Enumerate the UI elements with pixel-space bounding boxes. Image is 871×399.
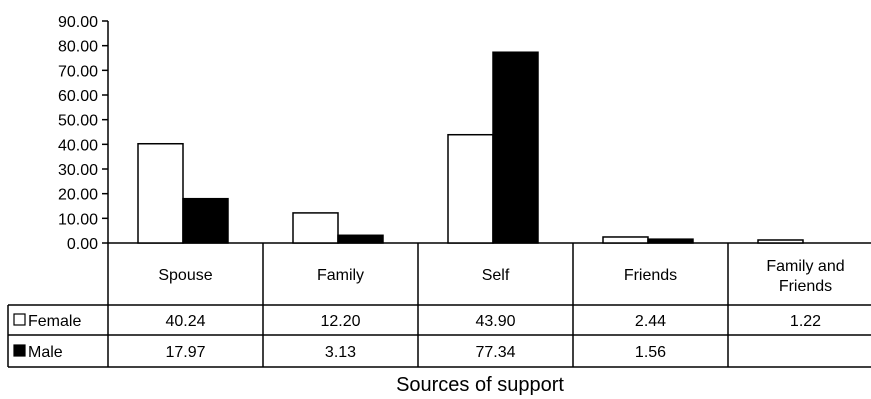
- table-cell-value: 12.20: [320, 313, 360, 330]
- bar-female-self: [447, 133, 494, 244]
- y-tick-label: 80.00: [58, 39, 98, 56]
- bar-female-family-and-friends: [757, 239, 804, 244]
- bar-female-family: [292, 212, 339, 244]
- y-tick-label: 90.00: [58, 14, 98, 31]
- category-label: Friends: [624, 267, 677, 284]
- x-axis-title: Sources of support: [396, 374, 564, 396]
- table-cell-value: 40.24: [165, 313, 205, 330]
- y-tick-label: 0.00: [67, 236, 98, 253]
- y-tick-label: 50.00: [58, 113, 98, 130]
- y-tick-label: 60.00: [58, 88, 98, 105]
- table-cell-value: 77.34: [475, 344, 515, 361]
- bar-male-spouse: [182, 197, 229, 244]
- legend-swatch-male: [13, 344, 26, 357]
- bar-female-spouse: [137, 142, 184, 244]
- category-label: Family and Friends: [766, 258, 844, 295]
- category-label: Family: [317, 267, 364, 284]
- y-tick-label: 20.00: [58, 187, 98, 204]
- bar-male-friends: [647, 238, 694, 244]
- legend-swatch-female: [13, 313, 26, 326]
- bar-male-self: [492, 51, 539, 244]
- table-cell-value: 43.90: [475, 313, 515, 330]
- y-tick-label: 30.00: [58, 162, 98, 179]
- bar-female-friends: [602, 236, 649, 244]
- table-cell-value: 1.22: [790, 313, 821, 330]
- table-cell-value: 2.44: [635, 313, 666, 330]
- category-label: Spouse: [158, 267, 212, 284]
- table-cell-value: 3.13: [325, 344, 356, 361]
- y-axis: 0.00 10.00 20.00 30.00 40.00 50.00 60.00 70.00 8…: [58, 14, 871, 253]
- y-tick-label: 10.00: [58, 211, 98, 228]
- table-cell-value: 17.97: [165, 344, 205, 361]
- legend-label-female: Female: [28, 313, 81, 330]
- bars: [137, 51, 804, 244]
- category-label: Self: [482, 267, 510, 284]
- bar-male-family: [337, 234, 384, 244]
- table-cell-value: 1.56: [635, 344, 666, 361]
- y-tick-label: 40.00: [58, 137, 98, 154]
- y-tick-label: 70.00: [58, 63, 98, 80]
- legend-label-male: Male: [28, 344, 63, 361]
- data-table: Spouse Family Self Friends Family and Friends…: [7, 243, 871, 368]
